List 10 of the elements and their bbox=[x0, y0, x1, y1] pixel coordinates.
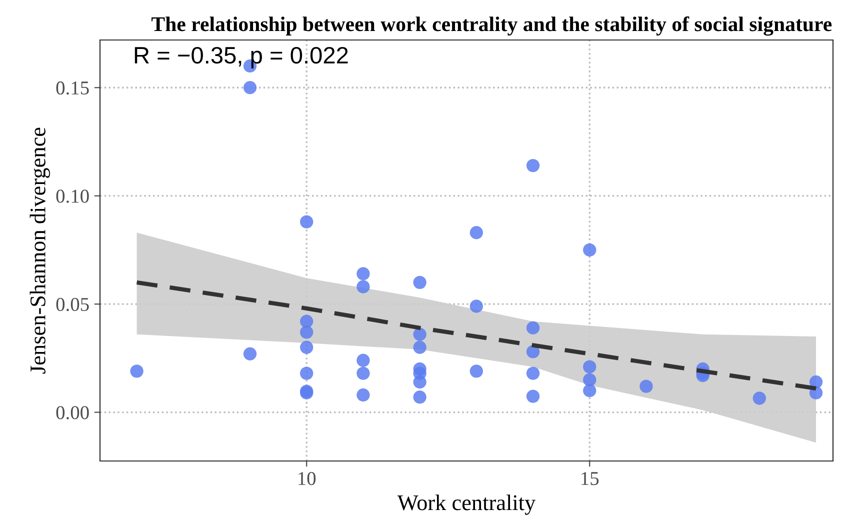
x-tick-label: 15 bbox=[582, 472, 599, 486]
x-axis-title: Work centrality bbox=[397, 494, 536, 515]
y-tick-label: 0.00 bbox=[56, 406, 89, 420]
chart-title: The relationship between work centrality and the stability of social signature bbox=[152, 16, 832, 36]
y-axis-title: Jensen-Shannon divergence bbox=[30, 128, 50, 374]
x-tick-label: 10 bbox=[298, 472, 316, 486]
y-tick-label: 0.05 bbox=[56, 298, 89, 312]
y-tick-label: 0.15 bbox=[56, 81, 89, 95]
annotation: R = −0.35, p = 0.022 bbox=[134, 46, 348, 68]
y-tick-label: 0.10 bbox=[56, 190, 89, 203]
